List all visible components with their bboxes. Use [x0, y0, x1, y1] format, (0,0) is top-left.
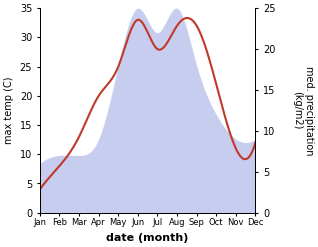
Y-axis label: med. precipitation
(kg/m2): med. precipitation (kg/m2)	[292, 66, 314, 155]
Y-axis label: max temp (C): max temp (C)	[4, 77, 14, 144]
X-axis label: date (month): date (month)	[107, 233, 189, 243]
